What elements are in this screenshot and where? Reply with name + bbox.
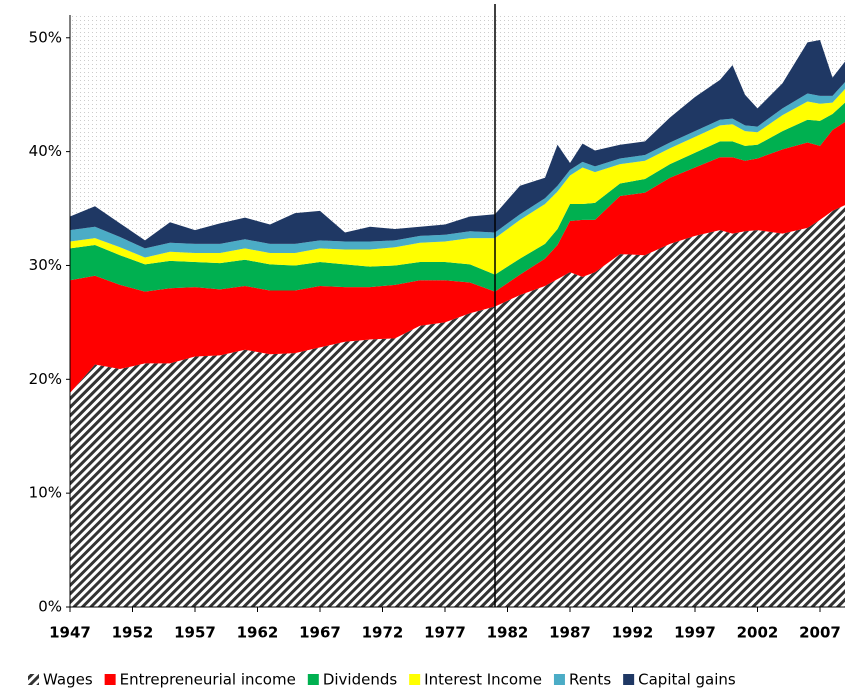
y-tick-label: 20% <box>29 370 62 388</box>
y-tick-label: 40% <box>29 142 62 160</box>
legend-label: Interest Income <box>424 671 542 689</box>
y-tick-label: 10% <box>29 484 62 502</box>
x-tick-label: 1972 <box>362 624 404 642</box>
legend-swatch <box>553 674 565 685</box>
y-tick-label: 30% <box>29 256 62 274</box>
area <box>70 205 845 607</box>
legend-label: Wages <box>43 671 93 689</box>
legend-label: Entrepreneurial income <box>120 671 296 689</box>
x-tick-label: 1997 <box>674 624 716 642</box>
y-tick-label: 0% <box>38 598 62 616</box>
legend-label: Dividends <box>323 671 398 689</box>
x-tick-label: 1947 <box>49 624 91 642</box>
legend-label: Capital gains <box>638 671 736 689</box>
legend-swatch <box>409 674 421 685</box>
x-tick-label: 1982 <box>487 624 529 642</box>
x-tick-label: 2007 <box>799 624 841 642</box>
area <box>70 102 845 292</box>
x-tick-label: 1962 <box>237 624 279 642</box>
x-tick-label: 1952 <box>112 624 154 642</box>
legend-swatch <box>104 674 116 685</box>
x-tick-label: 2002 <box>737 624 779 642</box>
x-tick-label: 1992 <box>612 624 654 642</box>
legend-swatch <box>307 674 319 685</box>
area <box>70 122 845 393</box>
legend-swatch <box>28 674 39 685</box>
x-tick-label: 1977 <box>424 624 466 642</box>
x-tick-label: 1967 <box>299 624 341 642</box>
y-tick-label: 50% <box>29 28 62 46</box>
x-tick-label: 1957 <box>174 624 216 642</box>
legend-swatch <box>623 674 635 685</box>
legend-label: Rents <box>569 671 611 689</box>
x-tick-label: 1987 <box>549 624 591 642</box>
